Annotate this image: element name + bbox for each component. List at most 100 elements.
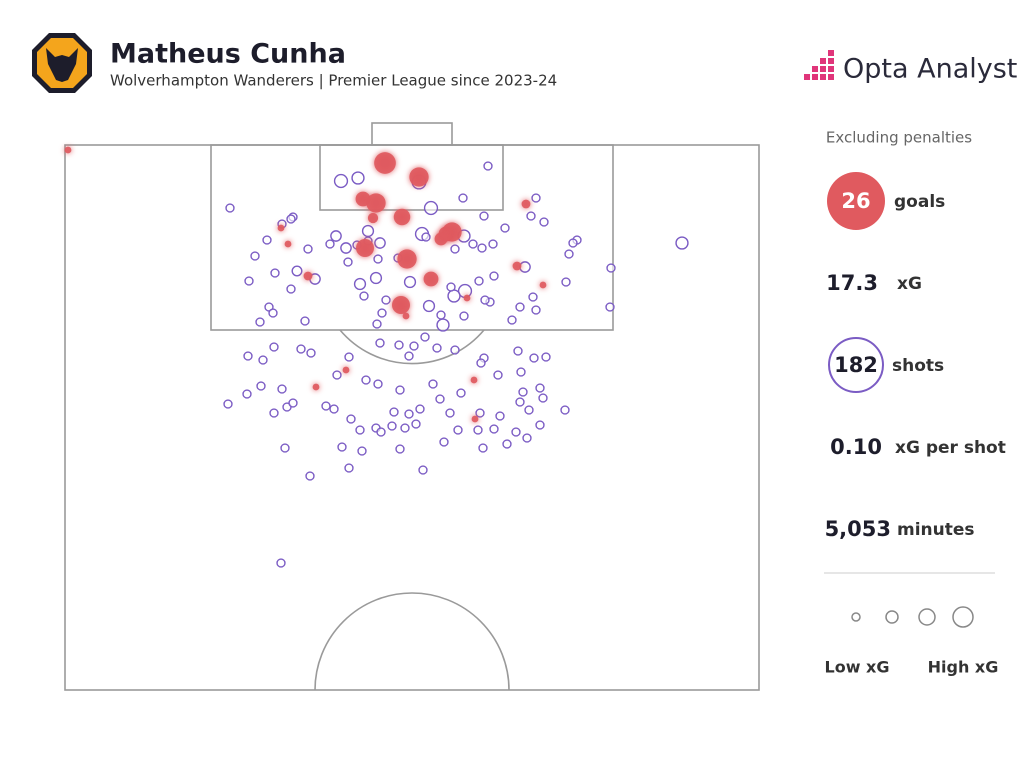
shot xyxy=(560,405,570,415)
goal xyxy=(539,281,547,289)
shot xyxy=(303,244,313,254)
goal xyxy=(393,208,411,226)
shot xyxy=(361,224,375,238)
shot xyxy=(605,302,615,312)
shot xyxy=(531,193,541,203)
shot xyxy=(459,311,469,321)
shot xyxy=(479,211,489,221)
shot xyxy=(244,276,254,286)
subtitle: Wolverhampton Wanderers | Premier League… xyxy=(110,72,557,90)
shot xyxy=(325,239,335,249)
stat-value: 182 xyxy=(834,353,878,377)
shot xyxy=(330,230,342,242)
goal xyxy=(463,294,471,302)
shot xyxy=(541,352,551,362)
shot xyxy=(458,193,468,203)
shot xyxy=(495,411,505,421)
shot xyxy=(507,315,517,325)
shot xyxy=(351,171,365,185)
shot xyxy=(286,284,296,294)
shot xyxy=(381,295,391,305)
shot xyxy=(375,338,385,348)
shot xyxy=(524,405,534,415)
shot xyxy=(269,408,279,418)
goal xyxy=(356,239,374,257)
shot xyxy=(515,302,525,312)
shot xyxy=(359,291,369,301)
goal xyxy=(64,146,72,154)
shot xyxy=(288,398,298,408)
shot xyxy=(450,345,460,355)
goals-badge xyxy=(827,172,885,230)
goal xyxy=(342,366,350,374)
shot xyxy=(421,232,431,242)
shot xyxy=(447,289,461,303)
goal xyxy=(470,376,478,384)
stat-label: minutes xyxy=(897,520,975,540)
shot xyxy=(522,433,532,443)
shot xyxy=(305,471,315,481)
shot xyxy=(276,558,286,568)
goal xyxy=(521,199,531,209)
goal xyxy=(434,232,448,246)
shot xyxy=(432,343,442,353)
shot xyxy=(344,352,354,362)
shot xyxy=(473,425,483,435)
shots xyxy=(64,146,689,568)
title: Matheus Cunha xyxy=(110,39,346,70)
stat-value: 0.10 xyxy=(830,435,882,459)
shot xyxy=(435,394,445,404)
shot xyxy=(526,211,536,221)
shot xyxy=(511,427,521,437)
shot xyxy=(286,214,296,224)
stat-value: 5,053 xyxy=(825,517,891,541)
goal xyxy=(409,167,429,187)
stat-label: shots xyxy=(892,356,944,376)
shot xyxy=(355,425,365,435)
shot xyxy=(535,420,545,430)
goal xyxy=(366,193,386,213)
shot xyxy=(395,385,405,395)
goal xyxy=(284,240,292,248)
goal xyxy=(512,261,522,271)
shot xyxy=(361,375,371,385)
goal xyxy=(397,249,417,269)
shot xyxy=(468,239,478,249)
shot xyxy=(513,346,523,356)
shot xyxy=(456,388,466,398)
goal xyxy=(392,296,410,314)
shot xyxy=(269,342,279,352)
shot xyxy=(340,242,352,254)
shot xyxy=(564,249,574,259)
stat-label: xG per shot xyxy=(895,438,1006,458)
shot xyxy=(488,239,498,249)
goal xyxy=(312,383,320,391)
shot xyxy=(306,348,316,358)
goal xyxy=(303,271,313,281)
brand: Opta Analyst xyxy=(843,54,1017,85)
shot xyxy=(291,265,303,277)
shot xyxy=(223,399,233,409)
shot xyxy=(483,161,493,171)
shot xyxy=(539,217,549,227)
shot xyxy=(332,370,342,380)
shot xyxy=(420,332,430,342)
shot xyxy=(478,443,488,453)
legend-high: High xG xyxy=(928,658,999,677)
shot xyxy=(404,409,414,419)
shot xyxy=(489,271,499,281)
note: Excluding penalties xyxy=(826,129,972,147)
shot xyxy=(389,407,399,417)
shot xyxy=(256,381,266,391)
shot xyxy=(369,271,383,285)
shot xyxy=(373,254,383,264)
shot xyxy=(343,257,353,267)
shot xyxy=(346,414,356,424)
shot xyxy=(377,308,387,318)
shot xyxy=(344,463,354,473)
shot xyxy=(280,443,290,453)
shot xyxy=(502,439,512,449)
shot xyxy=(411,419,421,429)
shot xyxy=(337,442,347,452)
